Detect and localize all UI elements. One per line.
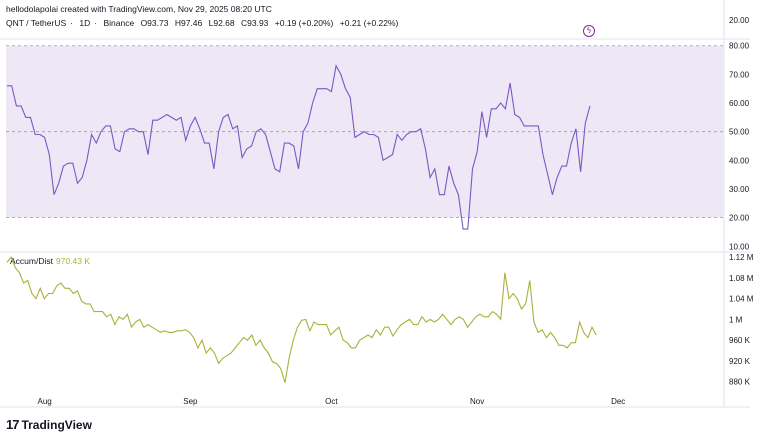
mfi-series-line <box>7 64 591 230</box>
accum-dist-tick-label: 1 M <box>729 315 743 324</box>
price-change-secondary: +0.21 (+0.22%) <box>339 18 399 28</box>
price-axis-top-label: 20.00 <box>729 16 750 25</box>
ohlc-close: C93.93 <box>241 18 269 28</box>
time-tick-label: Nov <box>470 397 484 406</box>
accum-dist-tick-label: 1.04 M <box>729 295 754 304</box>
mfi-tick-label: 20.00 <box>729 214 750 223</box>
mfi-tick-label: 40.00 <box>729 156 750 165</box>
created-by-header: hellodolapolai created with TradingView.… <box>6 4 272 14</box>
accum-dist-tick-label: 960 K <box>729 336 751 345</box>
lightning-icon[interactable]: ϟ <box>583 25 595 37</box>
time-tick-label: Oct <box>325 397 338 406</box>
accum-dist-tick-label: 1.12 M <box>729 253 754 262</box>
time-tick-label: Dec <box>611 397 625 406</box>
accum-dist-tick-label: 880 K <box>729 378 751 387</box>
symbol-exchange: Binance <box>103 18 135 28</box>
time-tick-label: Aug <box>37 397 51 406</box>
accum-dist-tick-label: 920 K <box>729 357 751 366</box>
accum-dist-name: Accum/Dist <box>10 256 53 266</box>
tradingview-logo-icon: 17 <box>6 417 20 432</box>
symbol-pair[interactable]: QNT / TetherUS <box>6 18 67 28</box>
time-tick-label: Sep <box>183 397 198 406</box>
ohlc-open: O93.73 <box>140 18 169 28</box>
mfi-tick-label: 10.00 <box>729 242 750 251</box>
mfi-tick-label: 80.00 <box>729 42 750 51</box>
mfi-tick-label: 60.00 <box>729 99 750 108</box>
ohlc-high: H97.46 <box>174 18 203 28</box>
mfi-tick-label: 30.00 <box>729 185 750 194</box>
ohlc-low: L92.68 <box>208 18 235 28</box>
accum-dist-legend[interactable]: Accum/Dist 970.43 K <box>10 256 90 266</box>
mfi-tick-label: 70.00 <box>729 70 750 79</box>
accum-dist-tick-label: 1.08 M <box>729 274 754 283</box>
accum-dist-series-line <box>6 256 597 383</box>
logo-text: TradingView <box>21 417 92 432</box>
accum-dist-value: 970.43 K <box>55 256 91 266</box>
mfi-tick-label: 50.00 <box>729 128 750 137</box>
price-change: +0.19 (+0.20%) <box>274 18 334 28</box>
tradingview-logo[interactable]: 17 TradingView <box>6 417 92 432</box>
symbol-legend[interactable]: QNT / TetherUS · 1D · Binance O93.73 H97.4… <box>6 18 399 28</box>
symbol-interval[interactable]: 1D <box>79 18 91 28</box>
